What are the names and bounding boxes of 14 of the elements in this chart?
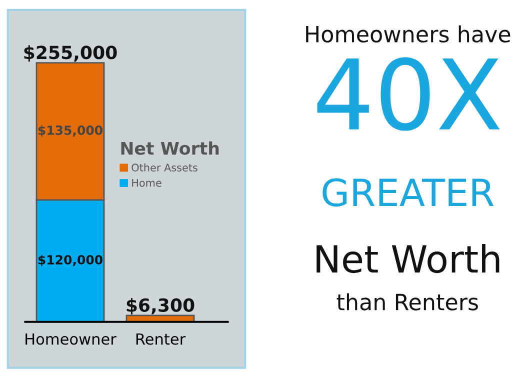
total-label: $6,300 xyxy=(126,298,194,314)
legend-label: Home xyxy=(132,179,162,187)
text: GREATER xyxy=(322,178,494,207)
data-label: $120,000 xyxy=(38,254,102,266)
data-label: $135,000 xyxy=(38,125,102,137)
text: Homeowners have xyxy=(306,25,510,43)
total-label: $255,000 xyxy=(24,45,117,62)
text: than Renters xyxy=(336,293,478,310)
text: Net Worth xyxy=(316,244,500,274)
text: 40X xyxy=(317,57,500,131)
x-tick-label: Homeowner xyxy=(26,333,116,345)
legend-label: Other Assets xyxy=(132,163,198,172)
x-tick-label: Renter xyxy=(136,333,186,345)
legend-title: Net Worth xyxy=(121,141,219,155)
